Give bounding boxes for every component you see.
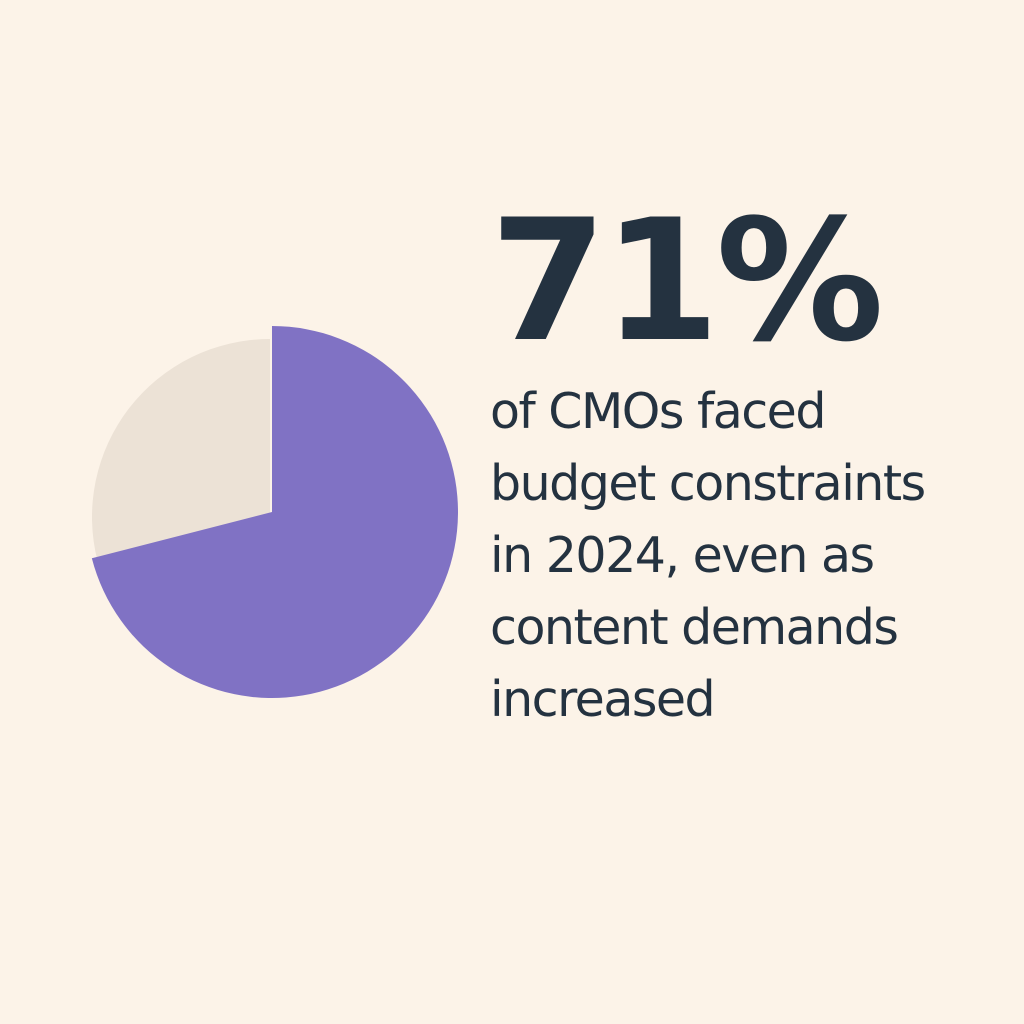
caption-line: increased (490, 671, 716, 728)
headline-stat: 71% (490, 183, 884, 379)
stat-block: 71% of CMOs faced budget constraints in … (490, 196, 1020, 736)
caption-line: in 2024, even as (490, 527, 875, 584)
caption-line: budget constraints (490, 455, 926, 512)
pie-slice-highlighted (91, 326, 458, 698)
stat-caption: of CMOs faced budget constraints in 2024… (490, 376, 1020, 736)
caption-line: of CMOs faced (490, 383, 826, 440)
caption-line: content demands (490, 599, 899, 656)
pie-slice-remainder (91, 338, 271, 562)
